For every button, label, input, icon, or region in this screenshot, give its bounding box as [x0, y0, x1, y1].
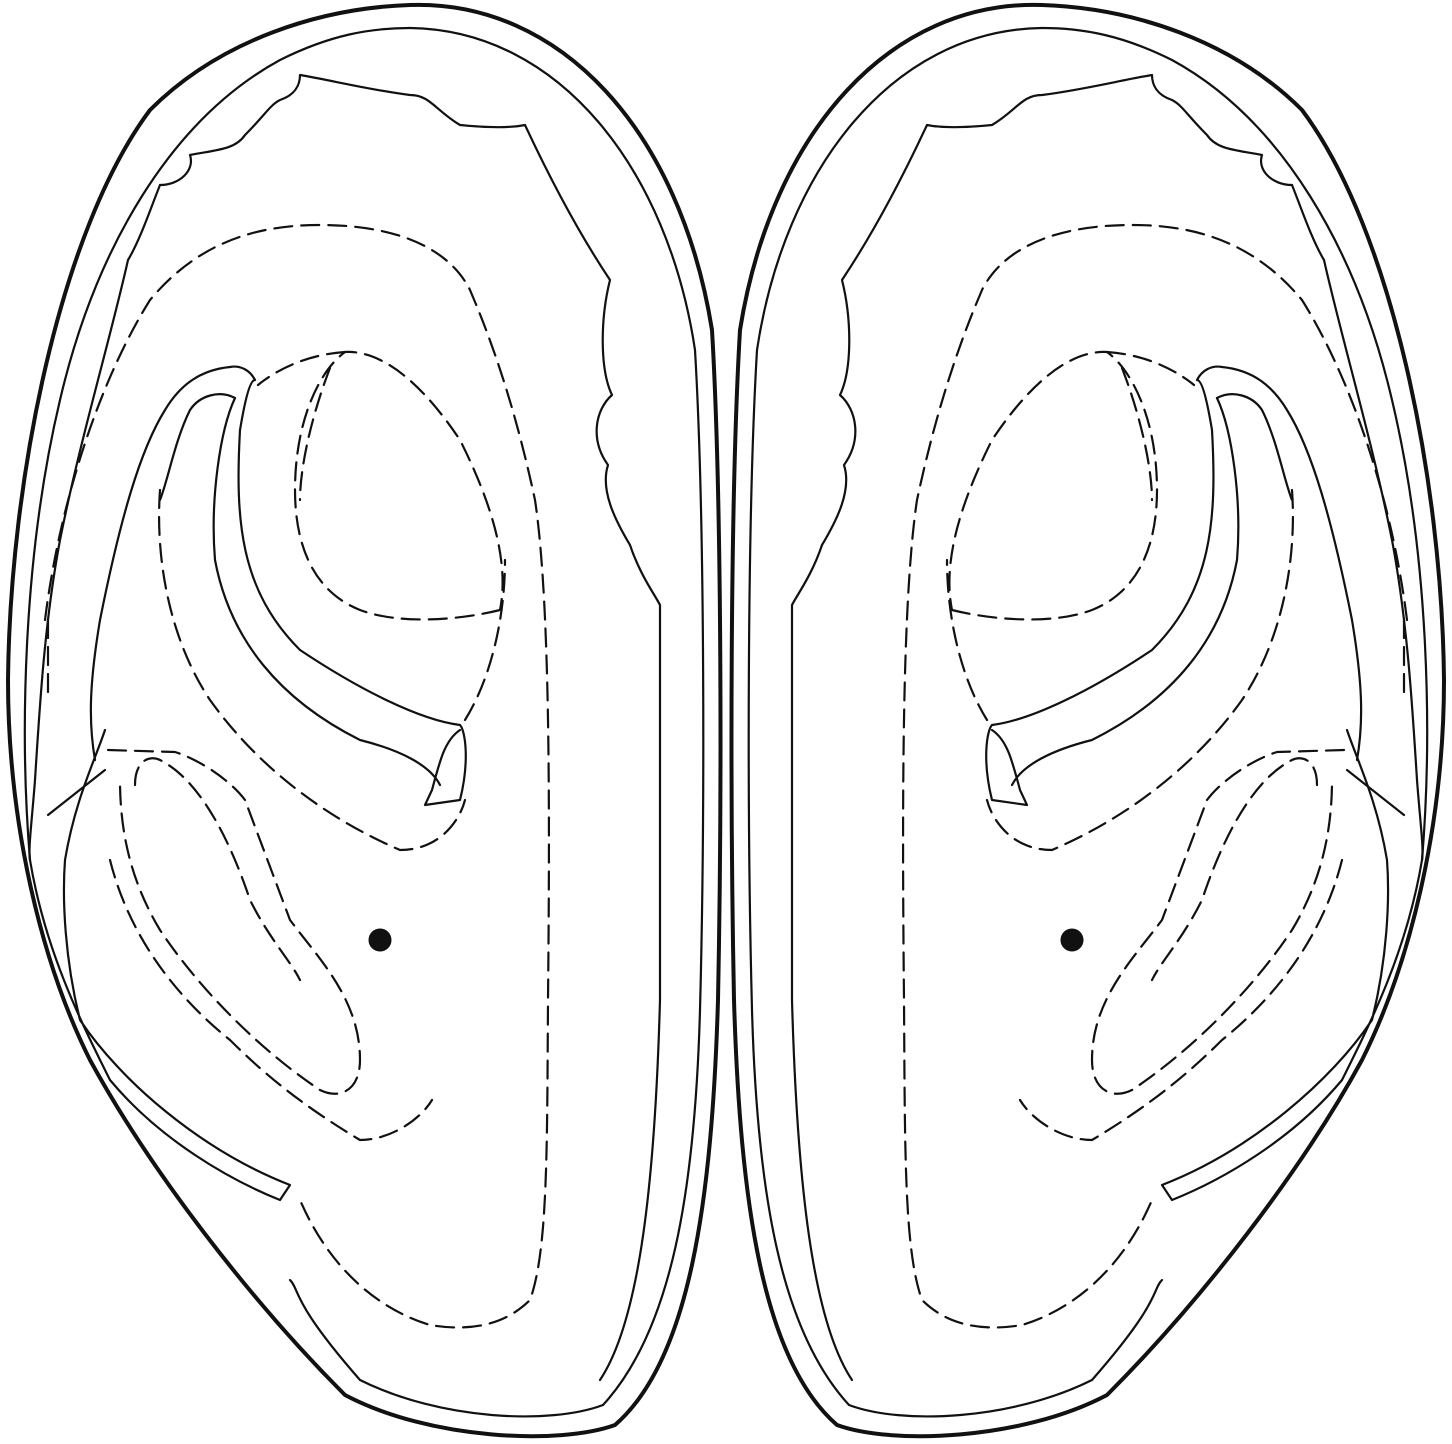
left-ear-view [8, 5, 720, 1436]
right-ear-view [732, 5, 1444, 1436]
